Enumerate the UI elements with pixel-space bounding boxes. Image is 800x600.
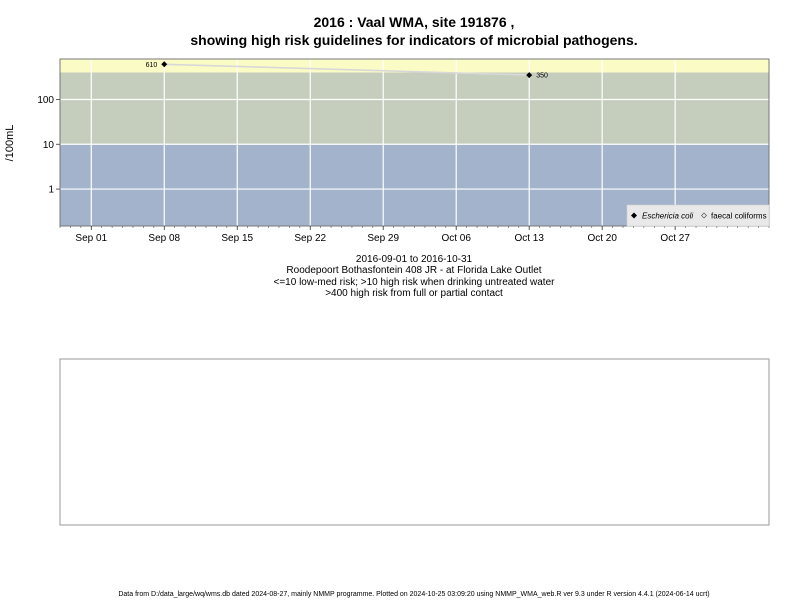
y-axis: 1 10 100 bbox=[37, 95, 60, 196]
x-tick-label-1: Sep 08 bbox=[148, 233, 180, 244]
risk-band-2 bbox=[60, 59, 769, 73]
x-tick-label-3: Sep 22 bbox=[294, 233, 326, 244]
chart-legend: Eschericia coli faecal coliforms bbox=[626, 204, 770, 227]
chart-title-line2: showing high risk guidelines for indicat… bbox=[190, 32, 637, 48]
legend-faecal-marker bbox=[701, 212, 707, 219]
y-tick-label-0: 1 bbox=[48, 185, 54, 196]
data-point-0-1 bbox=[526, 72, 533, 79]
data-label-0-1: 350 bbox=[536, 73, 548, 80]
x-tick-label-6: Oct 13 bbox=[514, 233, 544, 244]
legend-ecoli-marker bbox=[631, 212, 637, 219]
data-series: 610 350 bbox=[146, 61, 548, 80]
grid-lines bbox=[60, 59, 769, 226]
subtitle-line-1: 2016-09-01 to 2016-10-31 bbox=[356, 254, 473, 265]
footer-note: Data from D:/data_large/wq/wms.db dated … bbox=[118, 591, 709, 598]
data-point-0-0 bbox=[161, 61, 168, 68]
empty-lower-panel bbox=[59, 358, 770, 526]
x-tick-label-8: Oct 27 bbox=[660, 233, 690, 244]
x-tick-label-7: Oct 20 bbox=[587, 233, 617, 244]
data-label-0-0: 610 bbox=[146, 62, 158, 69]
risk-band-1 bbox=[60, 72, 769, 145]
x-tick-label-5: Oct 06 bbox=[441, 233, 471, 244]
subtitle-line-2: Roodepoort Bothasfontein 408 JR - at Flo… bbox=[286, 265, 541, 276]
y-tick-label-2: 100 bbox=[37, 95, 54, 106]
y-tick-label-1: 10 bbox=[43, 140, 55, 151]
x-tick-label-4: Sep 29 bbox=[367, 233, 399, 244]
legend-faecal-label: faecal coliforms bbox=[711, 212, 767, 221]
series-line-0 bbox=[164, 63, 530, 76]
chart-title-line1: 2016 : Vaal WMA, site 191876 , bbox=[314, 14, 515, 30]
y-axis-label: /100mL bbox=[4, 125, 16, 162]
subtitle-line-4: >400 high risk from full or partial cont… bbox=[325, 288, 503, 299]
x-axis: Sep 01 Sep 08 Sep 15 Sep 22 Sep 29 Oct 06 Oct … bbox=[59, 226, 770, 244]
x-tick-label-0: Sep 01 bbox=[75, 233, 107, 244]
legend-box bbox=[626, 204, 770, 227]
legend-ecoli-label: Eschericia coli bbox=[642, 212, 693, 221]
risk-bands bbox=[60, 59, 769, 226]
x-tick-label-2: Sep 15 bbox=[221, 233, 253, 244]
subtitle-line-3: <=10 low-med risk; >10 high risk when dr… bbox=[274, 277, 556, 288]
